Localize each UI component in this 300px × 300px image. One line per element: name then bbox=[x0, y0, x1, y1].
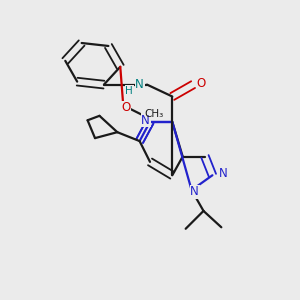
Text: O: O bbox=[122, 101, 131, 114]
Text: H: H bbox=[125, 85, 133, 96]
Text: N: N bbox=[141, 114, 150, 127]
Text: N: N bbox=[218, 167, 227, 180]
Text: N: N bbox=[135, 78, 144, 91]
Text: N: N bbox=[190, 185, 199, 198]
Text: O: O bbox=[197, 76, 206, 90]
Text: CH₃: CH₃ bbox=[145, 109, 164, 119]
